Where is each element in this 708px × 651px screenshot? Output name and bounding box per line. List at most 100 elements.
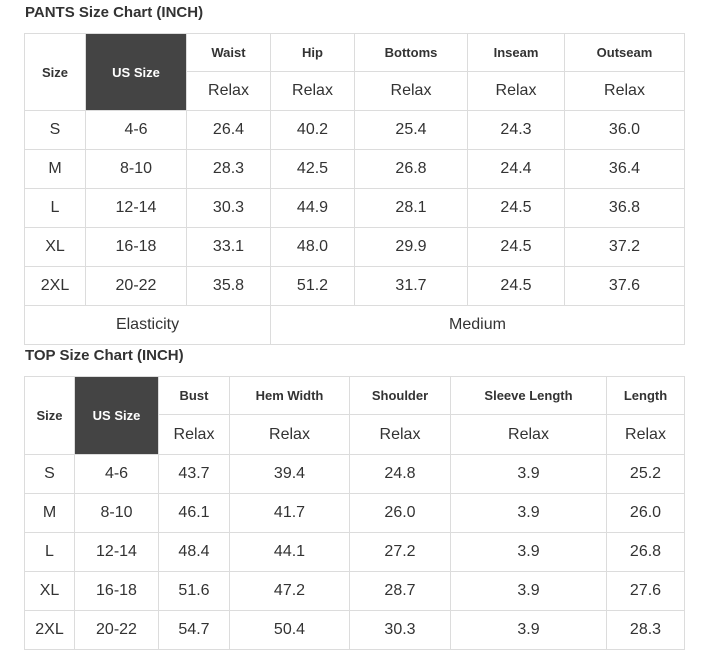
table-row: S 4-6 43.7 39.4 24.8 3.9 25.2 (24, 454, 685, 494)
value-cell: 3.9 (450, 454, 607, 494)
table-row: XL 16-18 51.6 47.2 28.7 3.9 27.6 (24, 571, 685, 611)
us-size-cell: 4-6 (74, 454, 159, 494)
table-row: 2XL 20-22 54.7 50.4 30.3 3.9 28.3 (24, 610, 685, 650)
value-cell: 47.2 (229, 571, 350, 611)
value-cell: 36.0 (564, 110, 685, 150)
value-cell: 26.0 (349, 493, 451, 533)
table-row: M 8-10 28.3 42.5 26.8 24.4 36.4 (24, 149, 685, 189)
size-cell: 2XL (24, 266, 86, 306)
value-cell: 42.5 (270, 149, 355, 189)
size-cell: S (24, 454, 75, 494)
us-size-header: US Size (74, 376, 159, 455)
subheader-cell: Relax (564, 71, 685, 111)
value-cell: 24.5 (467, 266, 565, 306)
subheader-cell: Relax (270, 71, 355, 111)
subheader-cell: Relax (349, 414, 451, 455)
size-cell: XL (24, 227, 86, 267)
value-cell: 35.8 (186, 266, 271, 306)
column-header-length: Length (606, 376, 685, 415)
value-cell: 48.0 (270, 227, 355, 267)
subheader-cell: Relax (606, 414, 685, 455)
table-row: L 12-14 48.4 44.1 27.2 3.9 26.8 (24, 532, 685, 572)
pants-chart-title: PANTS Size Chart (INCH) (25, 4, 204, 21)
elasticity-label: Elasticity (24, 305, 271, 345)
value-cell: 40.2 (270, 110, 355, 150)
value-cell: 36.8 (564, 188, 685, 228)
value-cell: 25.2 (606, 454, 685, 494)
us-size-header: US Size (85, 33, 187, 111)
column-header-waist: Waist (186, 33, 271, 72)
table-row: 2XL 20-22 35.8 51.2 31.7 24.5 37.6 (24, 266, 685, 306)
size-cell: L (24, 532, 75, 572)
value-cell: 36.4 (564, 149, 685, 189)
elasticity-row: Elasticity Medium (24, 305, 685, 345)
top-chart-title: TOP Size Chart (INCH) (25, 347, 184, 364)
elasticity-value: Medium (270, 305, 685, 345)
value-cell: 31.7 (354, 266, 468, 306)
value-cell: 48.4 (158, 532, 230, 572)
top-size-table: Size US Size Bust Hem Width Shoulder Sle… (24, 376, 685, 650)
us-size-cell: 4-6 (85, 110, 187, 150)
value-cell: 37.2 (564, 227, 685, 267)
size-cell: M (24, 149, 86, 189)
size-cell: M (24, 493, 75, 533)
subheader-cell: Relax (158, 414, 230, 455)
size-cell: 2XL (24, 610, 75, 650)
value-cell: 30.3 (349, 610, 451, 650)
table-subheader-row: Relax Relax Relax Relax Relax (25, 414, 685, 455)
value-cell: 24.4 (467, 149, 565, 189)
value-cell: 26.0 (606, 493, 685, 533)
column-header-hem-width: Hem Width (229, 376, 350, 415)
value-cell: 28.3 (606, 610, 685, 650)
us-size-cell: 12-14 (74, 532, 159, 572)
value-cell: 27.2 (349, 532, 451, 572)
value-cell: 26.4 (186, 110, 271, 150)
value-cell: 24.3 (467, 110, 565, 150)
value-cell: 54.7 (158, 610, 230, 650)
value-cell: 28.1 (354, 188, 468, 228)
value-cell: 24.8 (349, 454, 451, 494)
value-cell: 24.5 (467, 188, 565, 228)
subheader-cell: Relax (450, 414, 607, 455)
column-header-inseam: Inseam (467, 33, 565, 72)
value-cell: 29.9 (354, 227, 468, 267)
column-header-bottoms: Bottoms (354, 33, 468, 72)
table-subheader-row: Relax Relax Relax Relax Relax (25, 71, 685, 111)
value-cell: 44.9 (270, 188, 355, 228)
value-cell: 43.7 (158, 454, 230, 494)
us-size-cell: 12-14 (85, 188, 187, 228)
size-cell: L (24, 188, 86, 228)
us-size-cell: 20-22 (74, 610, 159, 650)
column-header-outseam: Outseam (564, 33, 685, 72)
value-cell: 24.5 (467, 227, 565, 267)
size-header: Size (24, 33, 86, 111)
us-size-cell: 16-18 (74, 571, 159, 611)
column-header-hip: Hip (270, 33, 355, 72)
table-header-row: Size US Size Waist Hip Bottoms Inseam Ou… (24, 33, 685, 111)
size-cell: XL (24, 571, 75, 611)
size-cell: S (24, 110, 86, 150)
table-row: S 4-6 26.4 40.2 25.4 24.3 36.0 (24, 110, 685, 150)
value-cell: 50.4 (229, 610, 350, 650)
value-cell: 39.4 (229, 454, 350, 494)
table-row: M 8-10 46.1 41.7 26.0 3.9 26.0 (24, 493, 685, 533)
value-cell: 25.4 (354, 110, 468, 150)
value-cell: 44.1 (229, 532, 350, 572)
value-cell: 3.9 (450, 493, 607, 533)
table-row: L 12-14 30.3 44.9 28.1 24.5 36.8 (24, 188, 685, 228)
value-cell: 51.2 (270, 266, 355, 306)
subheader-cell: Relax (229, 414, 350, 455)
pants-size-table: Size US Size Waist Hip Bottoms Inseam Ou… (24, 33, 685, 345)
value-cell: 28.7 (349, 571, 451, 611)
column-header-shoulder: Shoulder (349, 376, 451, 415)
table-row: XL 16-18 33.1 48.0 29.9 24.5 37.2 (24, 227, 685, 267)
value-cell: 27.6 (606, 571, 685, 611)
column-header-bust: Bust (158, 376, 230, 415)
value-cell: 3.9 (450, 571, 607, 611)
value-cell: 37.6 (564, 266, 685, 306)
value-cell: 28.3 (186, 149, 271, 189)
value-cell: 3.9 (450, 610, 607, 650)
value-cell: 30.3 (186, 188, 271, 228)
value-cell: 51.6 (158, 571, 230, 611)
value-cell: 26.8 (354, 149, 468, 189)
